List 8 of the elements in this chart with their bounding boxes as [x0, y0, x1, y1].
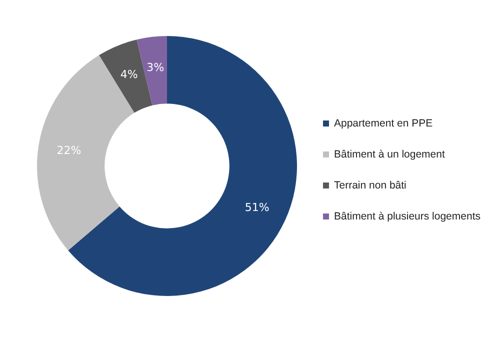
data-label: 51%	[244, 201, 270, 214]
data-label: 22%	[56, 144, 82, 157]
legend-label: Bâtiment à plusieurs logements	[334, 210, 480, 222]
data-label: 3%	[146, 60, 164, 74]
legend-label: Bâtiment à un logement	[334, 148, 445, 160]
data-label: 4%	[120, 68, 138, 81]
legend-label: Appartement en PPE	[334, 118, 433, 130]
legend-label: Terrain non bâti	[334, 180, 406, 192]
